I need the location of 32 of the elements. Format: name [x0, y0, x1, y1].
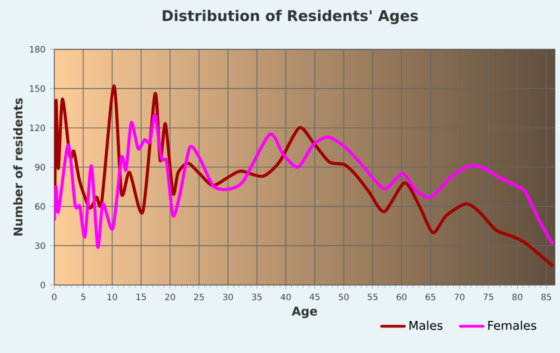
legend-label: Females	[488, 320, 536, 330]
y-tick-label: 90	[35, 164, 46, 170]
x-tick-label: 70	[454, 294, 464, 300]
x-tick-label: 15	[136, 294, 146, 300]
x-tick-label: 25	[194, 294, 204, 300]
y-tick-label: 180	[30, 46, 46, 53]
legend-label: Males	[410, 320, 442, 330]
x-tick-label: 85	[541, 294, 552, 300]
y-axis-title: Number of residents	[13, 98, 23, 236]
chart-title: Distribution of Residents' Ages	[162, 10, 418, 24]
x-tick-label: 10	[108, 294, 118, 300]
x-tick-label: 5	[81, 294, 86, 300]
y-tick-label: 120	[30, 124, 46, 132]
x-tick-label: 50	[338, 294, 349, 300]
x-tick-label: 0	[52, 294, 56, 300]
y-tick-label: 60	[35, 203, 46, 210]
line-series	[54, 113, 554, 249]
x-tick-label: 30	[223, 294, 233, 300]
x-tick-label: 80	[512, 294, 522, 300]
x-tick-label: 20	[165, 294, 175, 300]
x-tick-label: 45	[310, 294, 320, 300]
x-tick-label: 60	[396, 294, 407, 300]
x-tick-label: 40	[280, 294, 291, 300]
x-tick-label: 75	[484, 294, 494, 300]
x-tick-label: 55	[368, 294, 378, 300]
x-axis-title: Age	[292, 306, 318, 318]
line-series	[54, 84, 554, 267]
x-tick-label: 35	[252, 294, 262, 300]
y-tick-label: 30	[35, 242, 46, 249]
x-tick-label: 65	[426, 294, 436, 300]
y-tick-label: 0	[40, 282, 46, 288]
y-tick-label: 150	[30, 85, 46, 92]
